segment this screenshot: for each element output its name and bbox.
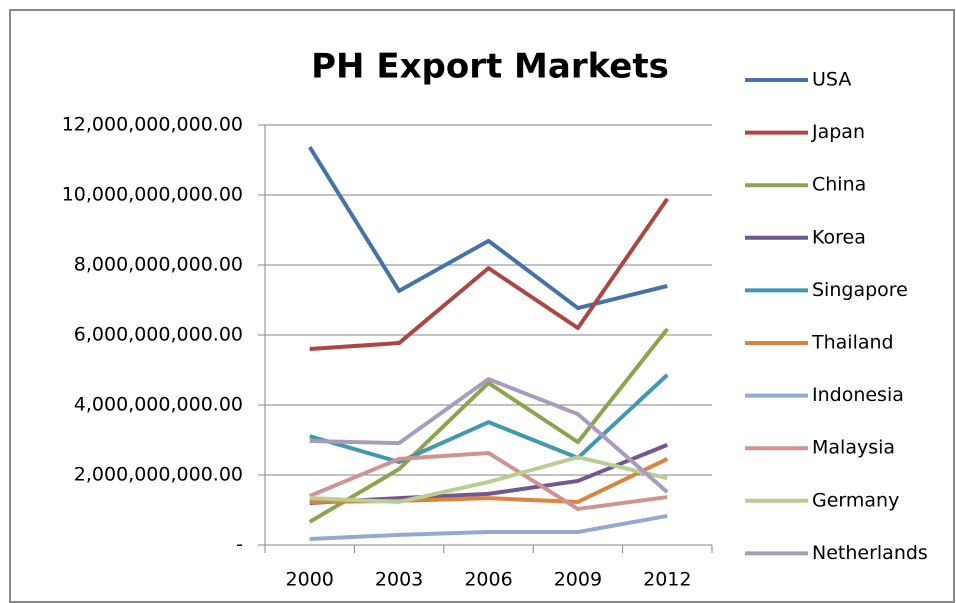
series-line (308, 145, 668, 311)
y-tick-label: - (236, 534, 243, 556)
series-line (308, 327, 669, 524)
legend-label: Indonesia (812, 384, 904, 406)
legend-label: Korea (812, 226, 866, 248)
y-tick-label: 10,000,000,000.00 (62, 184, 243, 206)
series-line (309, 197, 669, 351)
y-tick-label: 4,000,000,000.00 (74, 394, 243, 416)
y-tick-label: 12,000,000,000.00 (62, 114, 243, 136)
chart-title: PH Export Markets (311, 47, 669, 87)
legend-label: Malaysia (812, 437, 895, 459)
x-tick-label: 2003 (375, 569, 423, 591)
series-line (308, 450, 668, 511)
x-tick-label: 2012 (643, 569, 691, 591)
legend-label: Singapore (812, 279, 908, 301)
x-tick-label: 2000 (286, 569, 334, 591)
legend-label: Japan (811, 121, 865, 143)
y-tick-label: 2,000,000,000.00 (74, 464, 243, 486)
series-line (309, 455, 668, 504)
legend-label: Germany (812, 489, 899, 511)
series-line (309, 373, 669, 465)
series-line (309, 377, 669, 494)
legend-label: USA (812, 69, 851, 91)
y-tick-label: 8,000,000,000.00 (74, 254, 243, 276)
y-tick-label: 6,000,000,000.00 (74, 324, 243, 346)
legend-label: Netherlands (812, 542, 928, 564)
legend-label: China (812, 174, 866, 196)
x-tick-label: 2009 (554, 569, 602, 591)
series-line (309, 513, 668, 542)
chart-frame (9, 9, 955, 603)
legend-label: Thailand (811, 332, 894, 354)
x-tick-label: 2006 (464, 569, 512, 591)
